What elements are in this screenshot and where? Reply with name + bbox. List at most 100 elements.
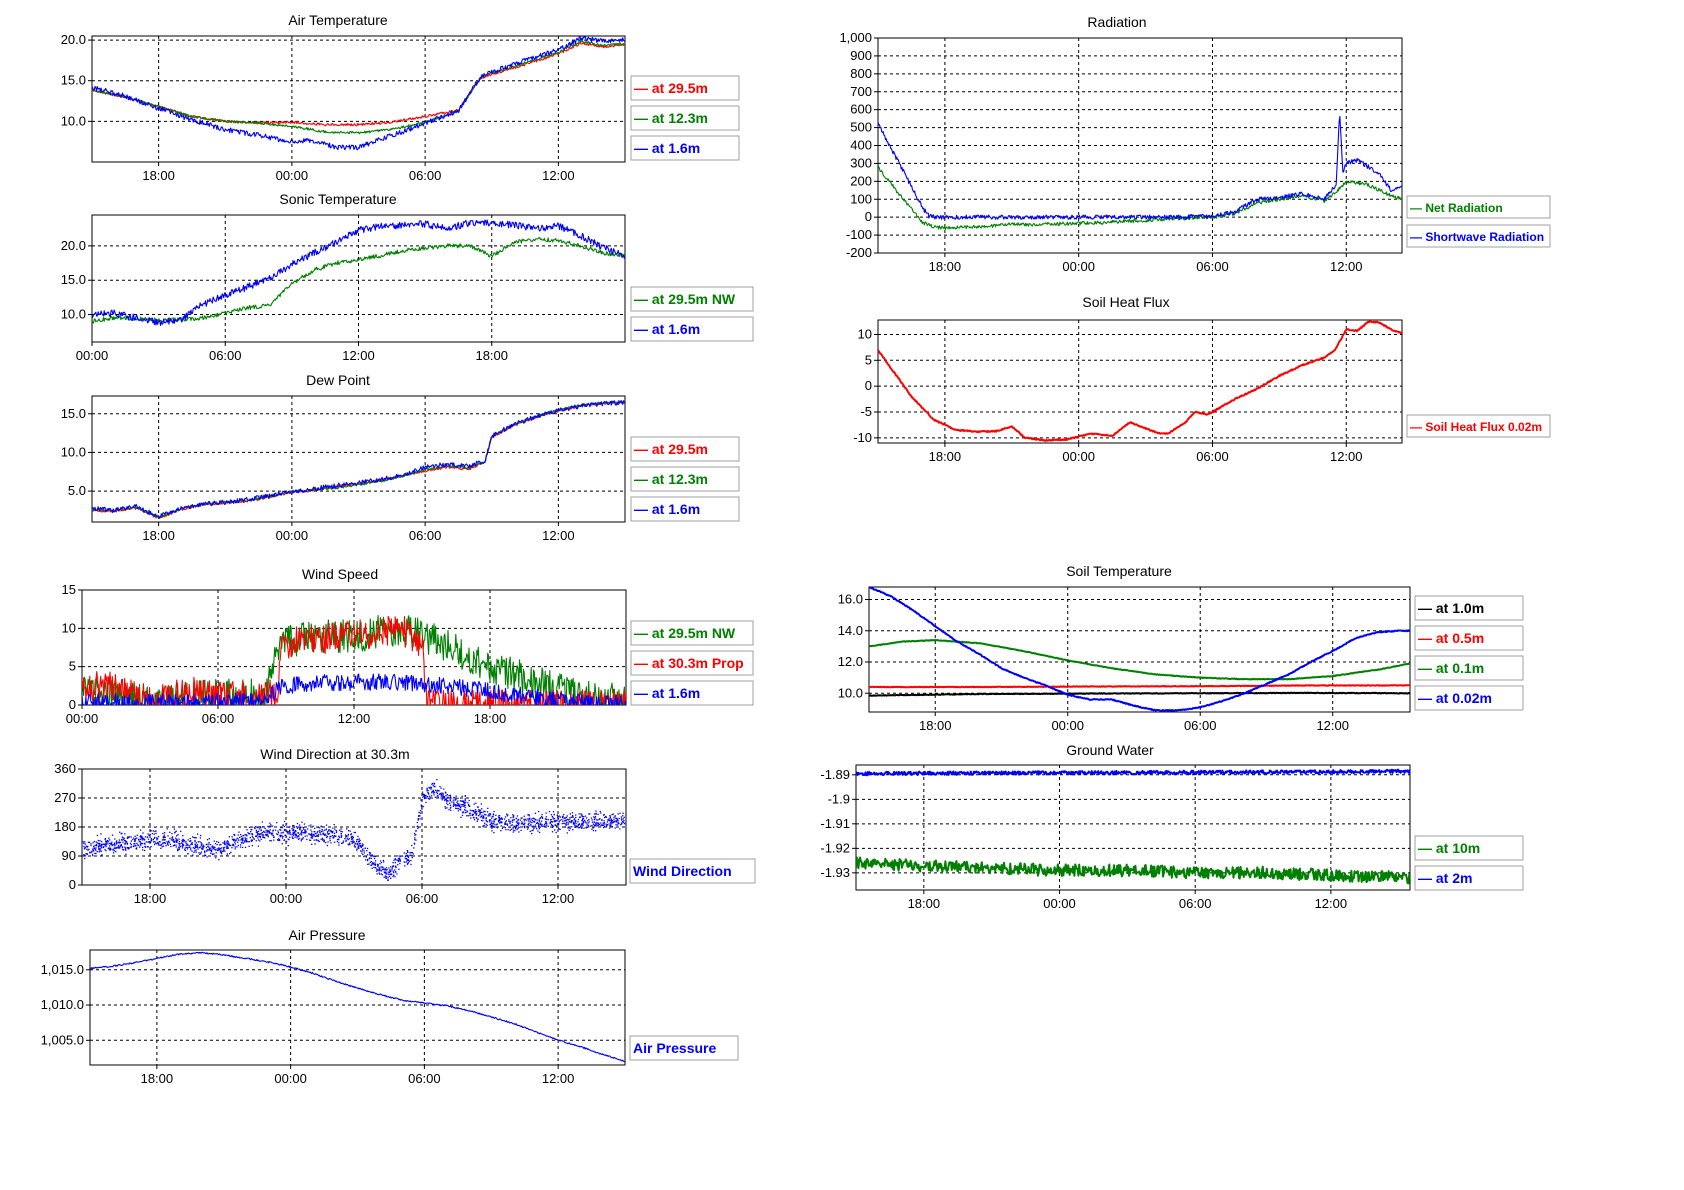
wind-direction-point xyxy=(527,818,529,820)
wind-direction-point xyxy=(246,840,248,842)
wind-direction-point xyxy=(187,846,189,849)
wind-direction-point xyxy=(327,831,329,833)
wind-direction-point xyxy=(501,827,504,829)
wind-direction-point xyxy=(622,815,624,817)
wind-direction-point xyxy=(579,816,581,818)
wind-direction-point xyxy=(361,850,363,852)
wind-direction-point xyxy=(201,847,203,850)
air-pressure-legend-box xyxy=(629,1035,739,1061)
wind-direction-point xyxy=(156,839,158,841)
wind-direction-point xyxy=(190,843,192,846)
wind-direction-point xyxy=(536,821,539,824)
wind-direction-point xyxy=(257,837,259,839)
wind-direction-point xyxy=(164,839,166,841)
wind-speed-legend-box xyxy=(630,620,754,646)
radiation-y-tick-label: 200 xyxy=(850,173,872,188)
wind-direction-point xyxy=(227,842,229,844)
wind-direction-point xyxy=(482,816,484,818)
wind-direction-point xyxy=(119,845,121,848)
wind-direction-point xyxy=(347,843,349,845)
wind-direction-point xyxy=(84,841,86,843)
wind-direction-point xyxy=(145,841,147,843)
wind-direction-point xyxy=(333,832,336,834)
wind-direction-point xyxy=(592,823,595,825)
wind-direction-point xyxy=(144,845,146,847)
wind-direction-point xyxy=(463,805,465,807)
wind-direction-point xyxy=(202,848,204,850)
wind-direction-point xyxy=(253,827,256,829)
ground-water-y-tick-label: -1.92 xyxy=(820,840,850,855)
wind-direction-point xyxy=(466,810,469,812)
wind-direction-point xyxy=(591,819,593,821)
wind-direction-point xyxy=(314,843,316,845)
wind-direction-point xyxy=(527,828,529,830)
wind-direction-point xyxy=(479,811,481,813)
wind-direction-point xyxy=(178,846,180,848)
wind-direction-point xyxy=(609,825,611,827)
wind-direction-point xyxy=(480,819,483,821)
wind-direction-point xyxy=(233,839,235,841)
wind-direction-point xyxy=(614,827,616,829)
wind-direction-point xyxy=(144,846,147,848)
wind-direction-point xyxy=(484,822,486,824)
wind-direction-point xyxy=(468,799,470,802)
wind-direction-point xyxy=(218,847,220,849)
wind-direction-point xyxy=(112,844,114,846)
wind-direction-point xyxy=(503,818,506,820)
wind-direction-point xyxy=(476,820,478,822)
wind-direction-point xyxy=(380,873,383,875)
wind-direction-point xyxy=(515,817,517,820)
wind-direction-point xyxy=(521,817,523,819)
wind-direction-point xyxy=(566,818,569,821)
wind-direction-point xyxy=(437,795,439,797)
wind-direction-point xyxy=(179,846,182,848)
wind-direction-point xyxy=(160,847,162,849)
soil-temperature-legend-box xyxy=(1414,685,1524,711)
wind-direction-point xyxy=(418,811,420,813)
wind-direction-point xyxy=(356,848,358,850)
wind-direction-point xyxy=(366,854,369,856)
wind-direction-point xyxy=(552,825,554,827)
wind-direction-point xyxy=(117,841,119,844)
wind-direction-point xyxy=(242,837,244,839)
wind-direction-point xyxy=(581,820,583,822)
wind-speed-legend-entry: — at 1.6m xyxy=(630,680,754,706)
wind-direction-point xyxy=(397,858,400,860)
wind-direction-point xyxy=(296,837,298,839)
wind-direction-point xyxy=(176,835,178,837)
wind-direction-point xyxy=(358,845,360,847)
wind-direction-point xyxy=(167,842,169,844)
wind-direction-point xyxy=(323,839,325,841)
wind-direction-point xyxy=(393,871,395,874)
wind-direction-point xyxy=(333,841,336,843)
wind-direction-point xyxy=(576,825,578,827)
wind-direction-point xyxy=(331,830,333,833)
wind-direction-point xyxy=(446,807,448,809)
wind-direction-point xyxy=(611,820,613,823)
wind-direction-point xyxy=(100,843,102,845)
wind-direction-point xyxy=(285,836,287,838)
wind-direction-point xyxy=(489,819,492,821)
wind-direction-point xyxy=(475,811,477,813)
wind-direction-point xyxy=(308,833,310,835)
wind-direction-point xyxy=(231,847,233,849)
wind-direction-point xyxy=(342,840,345,842)
wind-direction-point xyxy=(588,826,590,828)
wind-direction-point xyxy=(515,821,518,823)
wind-direction-point xyxy=(284,834,287,836)
wind-direction-point xyxy=(235,839,237,841)
wind-direction-point xyxy=(447,803,449,806)
wind-direction-point xyxy=(175,844,177,846)
wind-direction-point xyxy=(457,800,459,802)
wind-direction-point xyxy=(584,819,586,821)
wind-direction-point xyxy=(84,855,86,857)
sonic-temperature-legend-label: — at 29.5m NW xyxy=(634,291,736,307)
wind-direction-point xyxy=(387,873,390,875)
wind-direction-point xyxy=(240,836,243,838)
wind-direction-point xyxy=(486,811,489,813)
wind-direction-point xyxy=(439,792,442,795)
wind-direction-point xyxy=(585,822,587,824)
wind-direction-point xyxy=(591,828,593,830)
wind-direction-point xyxy=(154,836,156,839)
